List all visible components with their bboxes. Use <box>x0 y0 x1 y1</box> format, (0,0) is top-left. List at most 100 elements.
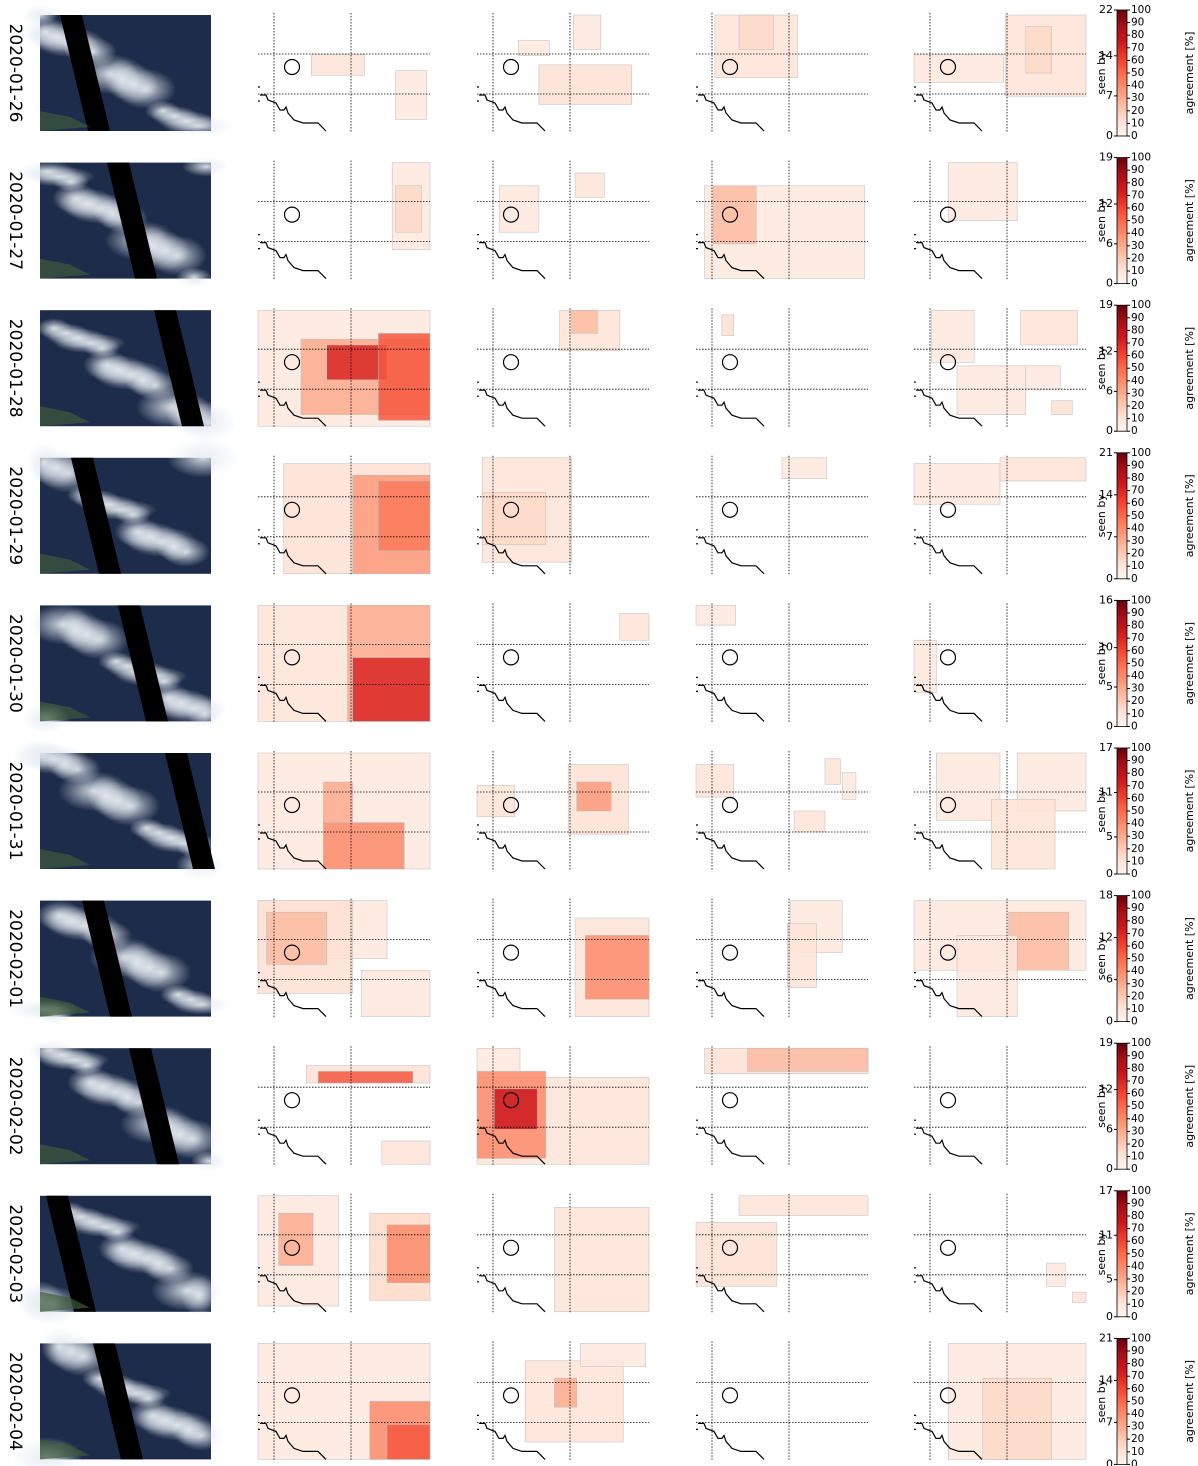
agreement-tick-label: 70 <box>1131 189 1144 201</box>
site-marker <box>502 206 520 223</box>
coastline <box>914 1267 983 1313</box>
agreement-tick-label: 40 <box>1131 670 1144 682</box>
seen-by-tick-label: 17 <box>1099 741 1113 754</box>
agreement-patch <box>841 772 857 800</box>
land <box>40 1144 90 1165</box>
cloud <box>36 318 72 339</box>
agreement-tick-label: 40 <box>1131 1113 1144 1125</box>
satellite-image <box>17 156 230 288</box>
date-label: 2020-02-02 <box>5 1057 25 1156</box>
map-panel <box>477 1193 650 1314</box>
agreement-patch <box>930 309 975 363</box>
seen-by-tick-label: 16 <box>1099 593 1113 606</box>
agreement-patch <box>554 1207 650 1313</box>
coastline <box>258 529 327 575</box>
coastline <box>696 676 765 722</box>
agreement-patch <box>571 309 598 334</box>
agreement-tick-label: 40 <box>1131 1408 1144 1420</box>
date-label: 2020-02-01 <box>5 909 25 1008</box>
agreement-patch <box>695 605 736 626</box>
cloud <box>176 267 212 288</box>
map-panel <box>914 308 1086 429</box>
site-marker <box>283 354 301 371</box>
agreement-patch <box>395 70 427 120</box>
cloud <box>58 771 130 811</box>
coastline <box>914 529 983 575</box>
coastline <box>477 234 546 280</box>
seen-by-tick-label: 7 <box>1106 89 1113 102</box>
site-marker <box>939 354 957 371</box>
agreement-tick-label: 100 <box>1131 742 1151 754</box>
seen-by-tick-label: 21 <box>1099 446 1113 459</box>
map-panel <box>696 308 868 429</box>
agreement-patch <box>786 923 817 988</box>
agreement-tick-label: 40 <box>1131 965 1144 977</box>
cloud <box>98 1233 146 1264</box>
agreement-tick-label: 0 <box>1131 573 1138 585</box>
agreement-tick-label: 70 <box>1131 1223 1144 1235</box>
agreement-tick-label: 50 <box>1131 510 1144 522</box>
map-panel <box>476 1046 650 1167</box>
cloud <box>182 156 230 177</box>
map-panel <box>913 455 1087 576</box>
coastline <box>477 86 546 132</box>
seen-by-label: seen by <box>1095 937 1108 981</box>
agreement-tick-label: 90 <box>1131 1197 1144 1209</box>
agreement-patch <box>326 344 388 381</box>
map-panel <box>477 1341 649 1462</box>
swath <box>165 753 215 869</box>
agreement-tick-label: 30 <box>1131 535 1144 547</box>
agreement-tick-label: 0 <box>1131 720 1138 732</box>
seen-by-label: seen by <box>1095 1232 1108 1276</box>
agreement-tick-label: 100 <box>1131 890 1151 902</box>
coastline <box>914 1119 983 1165</box>
agreement-patch <box>395 185 422 233</box>
map-panel <box>257 1193 431 1314</box>
agreement-patch <box>538 64 633 105</box>
site-marker <box>283 1092 301 1109</box>
cloud <box>98 651 134 672</box>
agreement-tick-label: 90 <box>1131 17 1144 29</box>
agreement-patch <box>579 1343 646 1367</box>
agreement-tick-label: 60 <box>1131 1088 1144 1100</box>
colorbar <box>1116 1042 1128 1170</box>
site-marker <box>939 1239 957 1256</box>
site-marker <box>939 944 957 961</box>
map-panel <box>258 455 431 576</box>
agreement-tick-label: 10 <box>1131 117 1144 129</box>
agreement-tick-label: 70 <box>1131 780 1144 792</box>
map-panel <box>913 13 1087 133</box>
seen-by-tick-label: 0 <box>1106 277 1113 290</box>
coastline <box>914 234 983 280</box>
agreement-label: agreement [%] <box>1183 327 1196 410</box>
agreement-tick-label: 50 <box>1131 1100 1144 1112</box>
site-marker <box>939 649 957 666</box>
agreement-tick-label: 40 <box>1131 818 1144 830</box>
date-label: 2020-02-04 <box>5 1352 25 1451</box>
coastline <box>696 1267 765 1313</box>
satellite-image <box>7 900 232 1025</box>
agreement-patch <box>585 935 650 1000</box>
agreement-tick-label: 60 <box>1131 792 1144 804</box>
agreement-tick-label: 60 <box>1131 1383 1144 1395</box>
land <box>40 701 90 722</box>
agreement-patch <box>948 162 1018 221</box>
agreement-tick-label: 10 <box>1131 1003 1144 1015</box>
agreement-patch <box>824 758 841 785</box>
site-marker <box>283 649 301 666</box>
agreement-tick-label: 40 <box>1131 522 1144 534</box>
agreement-patch <box>266 911 328 965</box>
agreement-tick-label: 0 <box>1131 868 1138 880</box>
cloud <box>83 350 131 381</box>
site-marker <box>721 649 739 666</box>
agreement-tick-label: 90 <box>1131 1050 1144 1062</box>
seen-by-tick-label: 19 <box>1099 1036 1113 1049</box>
satellite-image <box>26 437 239 574</box>
cloud <box>17 161 77 182</box>
site-marker <box>939 501 957 518</box>
satellite-image <box>36 310 238 443</box>
colorbar <box>1116 747 1128 875</box>
map-panel <box>257 898 431 1019</box>
agreement-tick-label: 20 <box>1131 1138 1144 1150</box>
